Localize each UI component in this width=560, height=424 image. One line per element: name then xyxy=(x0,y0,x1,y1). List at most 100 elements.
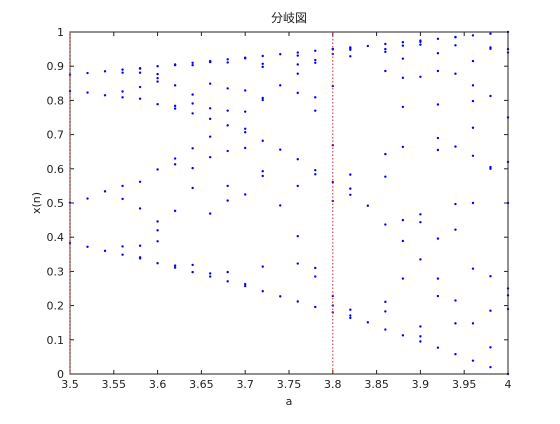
point xyxy=(471,99,475,103)
point xyxy=(314,266,317,270)
point xyxy=(489,309,492,312)
point xyxy=(191,112,194,115)
point xyxy=(226,270,229,274)
point xyxy=(226,87,229,90)
point xyxy=(419,213,422,216)
point xyxy=(471,322,475,325)
point xyxy=(296,184,299,188)
point xyxy=(296,54,299,57)
x-tick-label: 3.65 xyxy=(189,378,214,391)
point xyxy=(244,131,247,134)
point xyxy=(401,76,405,80)
point xyxy=(489,346,492,349)
x-tick-label: 3.55 xyxy=(102,378,127,391)
x-tick-label: 3.85 xyxy=(364,378,389,391)
point xyxy=(436,148,440,152)
point xyxy=(191,63,194,67)
point xyxy=(419,325,422,328)
point xyxy=(419,43,422,46)
point xyxy=(86,71,89,75)
point xyxy=(314,58,317,62)
point xyxy=(191,270,194,274)
point xyxy=(121,68,124,71)
point xyxy=(138,257,142,260)
point xyxy=(349,308,352,311)
point xyxy=(384,328,387,331)
point xyxy=(261,98,264,102)
point xyxy=(296,234,299,238)
point xyxy=(261,96,264,100)
point xyxy=(366,44,370,48)
point xyxy=(471,201,475,205)
point xyxy=(489,94,492,98)
point xyxy=(208,82,212,85)
point xyxy=(436,136,440,140)
point xyxy=(401,145,405,149)
chart-title: 分岐図 xyxy=(271,11,307,25)
point xyxy=(156,76,159,80)
y-tick-label: 0.8 xyxy=(47,94,65,107)
point xyxy=(261,265,264,268)
x-tick-label: 3.9 xyxy=(412,378,430,391)
point xyxy=(173,264,177,267)
x-tick-label: 3.8 xyxy=(324,378,342,391)
point xyxy=(489,167,492,170)
point xyxy=(208,60,212,64)
point xyxy=(261,290,264,293)
point xyxy=(419,220,422,224)
point xyxy=(384,223,387,226)
point xyxy=(208,212,212,215)
point xyxy=(191,186,194,190)
point xyxy=(103,190,107,193)
point xyxy=(121,96,124,99)
point xyxy=(471,359,475,362)
point xyxy=(261,174,264,178)
point xyxy=(349,48,352,51)
point xyxy=(226,61,229,64)
point xyxy=(156,220,159,223)
point xyxy=(489,46,492,49)
point xyxy=(156,102,159,106)
point xyxy=(436,294,440,298)
point xyxy=(208,272,212,275)
point xyxy=(208,275,212,278)
point xyxy=(436,52,440,55)
point xyxy=(489,165,492,169)
point xyxy=(471,34,475,37)
point xyxy=(226,199,229,202)
point xyxy=(419,40,422,44)
axes-box xyxy=(69,31,509,375)
point xyxy=(261,65,264,69)
point xyxy=(314,168,317,172)
point xyxy=(156,240,159,243)
point xyxy=(401,44,405,47)
plot-area xyxy=(70,32,508,374)
point xyxy=(384,300,387,304)
point xyxy=(173,163,177,166)
point xyxy=(314,96,317,99)
y-tick-label: 0.4 xyxy=(47,231,65,244)
x-tick-label: 3.6 xyxy=(149,378,167,391)
point xyxy=(489,32,492,35)
point xyxy=(471,126,475,129)
point xyxy=(156,65,159,68)
point xyxy=(471,84,475,87)
point xyxy=(138,97,142,100)
point xyxy=(366,204,370,207)
point xyxy=(314,109,317,112)
point xyxy=(244,282,247,286)
point xyxy=(454,72,457,75)
point xyxy=(331,47,334,51)
point xyxy=(331,84,334,88)
point xyxy=(226,184,229,188)
point xyxy=(191,147,194,150)
point xyxy=(121,197,124,201)
point xyxy=(138,180,142,183)
point xyxy=(261,54,264,58)
point xyxy=(138,71,142,74)
point xyxy=(173,266,177,269)
y-tick-label: 0.9 xyxy=(47,60,65,73)
point xyxy=(226,58,229,61)
point xyxy=(244,89,247,92)
point xyxy=(208,135,212,138)
